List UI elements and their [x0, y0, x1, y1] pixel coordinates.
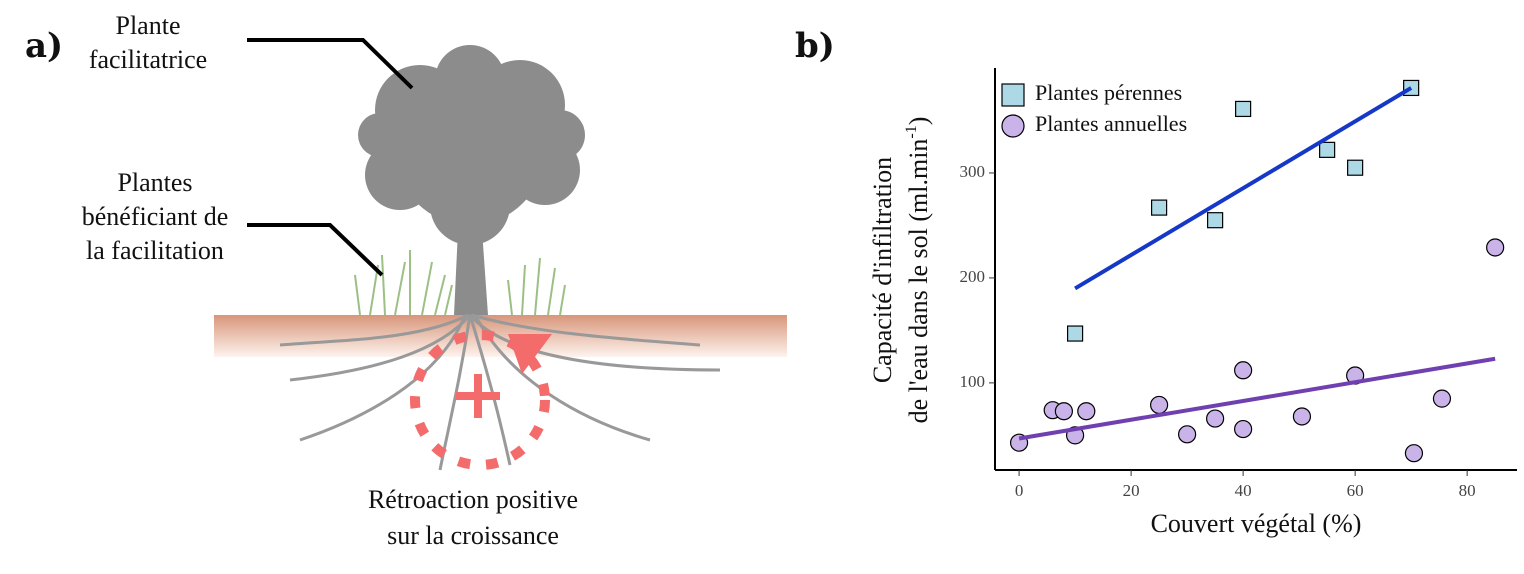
- x-axis-label: Couvert végétal (%): [1151, 509, 1362, 538]
- x-tick-label: 60: [1347, 481, 1364, 500]
- y-axis-label: Capacité d'infiltration de l'eau dans le…: [868, 117, 933, 424]
- x-tick-label: 40: [1235, 481, 1252, 500]
- scatter-chart: b) Couvert végétal (%) Capacité d'infilt…: [795, 26, 1517, 538]
- point: [1151, 199, 1168, 216]
- feedback-loop: [410, 330, 550, 470]
- point: [1404, 444, 1424, 463]
- point: [1077, 402, 1096, 421]
- text: de l'eau dans le sol (ml.min: [904, 139, 933, 424]
- point: [1178, 425, 1197, 444]
- y-tick-label: 100: [960, 372, 986, 391]
- point: [1486, 238, 1505, 257]
- x-tick-label: 0: [1015, 481, 1024, 500]
- label: Plantes: [117, 168, 192, 197]
- y-tick-label: 300: [960, 162, 986, 181]
- point: [1054, 402, 1073, 421]
- y-axis-label-line: de l'eau dans le sol (ml.min-1): [903, 117, 933, 424]
- legend-label: Plantes pérennes: [1035, 80, 1182, 105]
- x-tick-label: 80: [1459, 481, 1476, 500]
- x-tick-label: 20: [1123, 481, 1140, 500]
- trunk: [454, 230, 488, 315]
- point: [1207, 212, 1224, 229]
- leader-lines: [247, 38, 414, 277]
- label: la facilitation: [86, 236, 224, 265]
- panel-label: a): [25, 26, 63, 66]
- trend-line: [1018, 356, 1496, 441]
- point: [1150, 395, 1169, 415]
- legend-marker: [1001, 83, 1025, 107]
- label: bénéficiant de: [82, 202, 229, 231]
- grass: [354, 250, 566, 316]
- arrow-head: [508, 334, 552, 374]
- y-tick-label: 200: [960, 267, 986, 286]
- y-axis-label-line: Capacité d'infiltration: [868, 157, 897, 383]
- trend-line: [1074, 86, 1413, 291]
- point: [1319, 141, 1336, 158]
- label: sur la croissance: [387, 521, 559, 550]
- plus-sign: [456, 374, 500, 418]
- legend-label: Plantes annuelles: [1035, 111, 1187, 136]
- illustration: a) Plante facilitatrice Plantes bénéfici…: [25, 11, 787, 550]
- text: ): [904, 117, 933, 126]
- label: Rétroaction positive: [368, 485, 578, 514]
- point: [1234, 419, 1253, 439]
- point: [1292, 407, 1312, 426]
- canopy: [358, 45, 585, 245]
- panel-label: b): [795, 26, 835, 66]
- label: Plante: [116, 11, 181, 40]
- point: [1206, 409, 1225, 428]
- point: [1235, 100, 1252, 118]
- point: [1347, 159, 1364, 176]
- point: [1234, 361, 1253, 380]
- superscript: -1: [903, 125, 920, 138]
- label: facilitatrice: [89, 45, 207, 74]
- legend-marker: [1001, 114, 1025, 138]
- point: [1432, 389, 1452, 408]
- point: [1066, 325, 1084, 342]
